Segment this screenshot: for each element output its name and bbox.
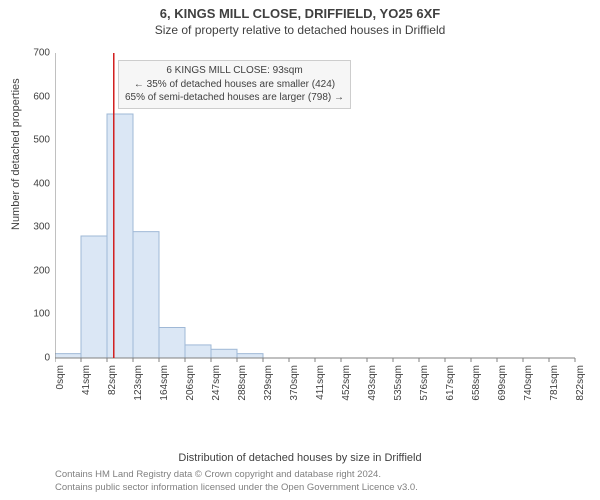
histogram-bar [107, 114, 133, 358]
y-tick-label: 400 [22, 178, 50, 189]
title-line2: Size of property relative to detached ho… [0, 23, 600, 37]
y-tick-label: 300 [22, 222, 50, 233]
annotation-box: 6 KINGS MILL CLOSE: 93sqm ← 35% of detac… [118, 60, 351, 109]
footer-line2: Contains public sector information licen… [55, 482, 418, 494]
x-tick-label: 452sqm [341, 365, 352, 405]
y-axis-label: Number of detached properties [10, 78, 22, 230]
histogram-bar [185, 345, 211, 358]
x-tick-label: 617sqm [445, 365, 456, 405]
chart-area: 0100200300400500600700 0sqm41sqm82sqm123… [55, 48, 580, 406]
x-tick-label: 41sqm [81, 365, 92, 405]
y-tick-label: 0 [22, 353, 50, 364]
x-tick-label: 82sqm [107, 365, 118, 405]
x-tick-label: 123sqm [133, 365, 144, 405]
chart-title-block: 6, KINGS MILL CLOSE, DRIFFIELD, YO25 6XF… [0, 0, 600, 37]
x-tick-label: 822sqm [575, 365, 586, 405]
annotation-line3: 65% of semi-detached houses are larger (… [125, 91, 344, 105]
x-tick-label: 288sqm [237, 365, 248, 405]
x-tick-label: 493sqm [367, 365, 378, 405]
annotation-line1: 6 KINGS MILL CLOSE: 93sqm [125, 64, 344, 78]
histogram-bar [81, 236, 107, 358]
y-tick-label: 100 [22, 309, 50, 320]
x-tick-label: 740sqm [523, 365, 534, 405]
x-tick-label: 411sqm [315, 365, 326, 405]
histogram-bar [55, 354, 81, 358]
x-tick-label: 535sqm [393, 365, 404, 405]
footer-attribution: Contains HM Land Registry data © Crown c… [55, 469, 418, 494]
x-tick-label: 329sqm [263, 365, 274, 405]
histogram-bar [237, 354, 263, 358]
footer-line1: Contains HM Land Registry data © Crown c… [55, 469, 418, 481]
histogram-bar [133, 232, 159, 358]
annotation-line2: ← 35% of detached houses are smaller (42… [125, 78, 344, 92]
x-tick-label: 658sqm [471, 365, 482, 405]
x-tick-label: 164sqm [159, 365, 170, 405]
y-tick-label: 200 [22, 265, 50, 276]
x-tick-label: 247sqm [211, 365, 222, 405]
histogram-bar [159, 328, 185, 359]
x-axis-label: Distribution of detached houses by size … [0, 452, 600, 464]
title-line1: 6, KINGS MILL CLOSE, DRIFFIELD, YO25 6XF [0, 6, 600, 21]
x-tick-label: 206sqm [185, 365, 196, 405]
y-tick-label: 700 [22, 48, 50, 59]
x-tick-label: 370sqm [289, 365, 300, 405]
y-tick-label: 500 [22, 135, 50, 146]
x-tick-label: 699sqm [497, 365, 508, 405]
y-tick-label: 600 [22, 91, 50, 102]
x-tick-label: 781sqm [549, 365, 560, 405]
x-tick-label: 0sqm [55, 365, 66, 405]
histogram-bar [211, 349, 237, 358]
x-tick-label: 576sqm [419, 365, 430, 405]
